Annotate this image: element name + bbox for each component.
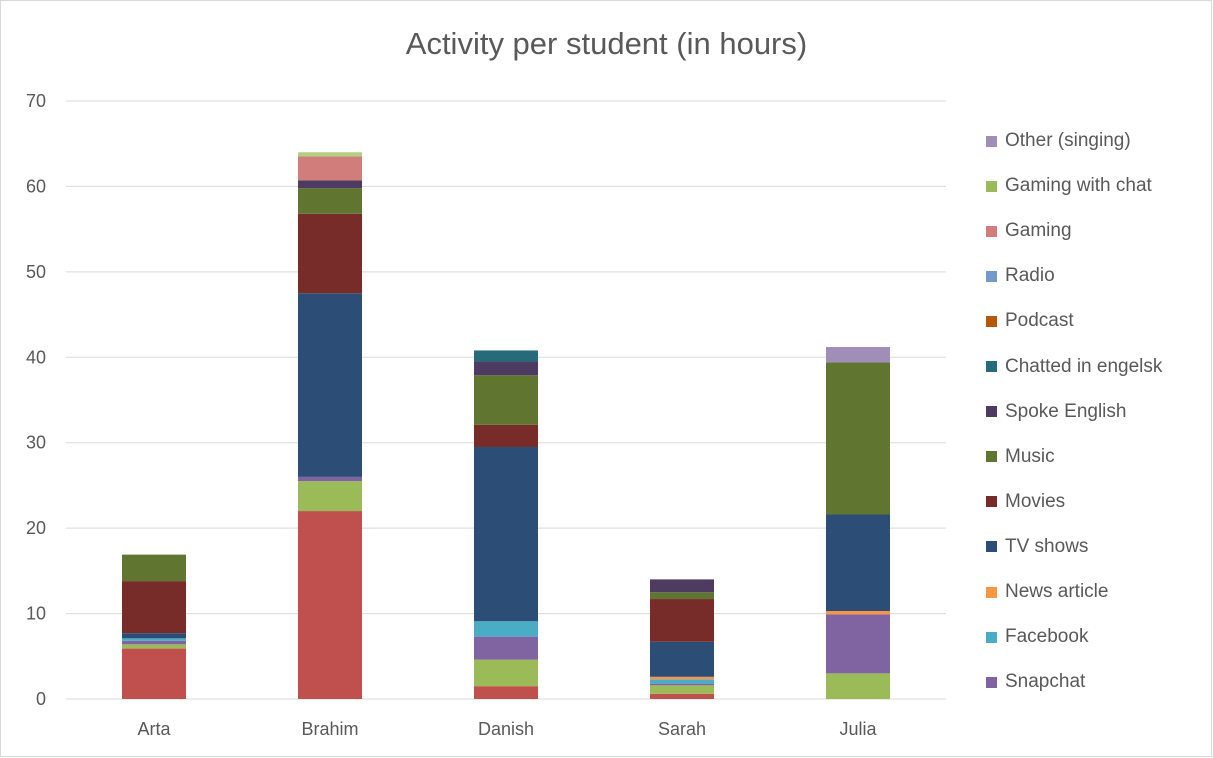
legend-swatch: [986, 496, 997, 508]
legend-label: Music: [1005, 445, 1055, 467]
bar-segment: [826, 614, 890, 674]
bar-segment: [474, 375, 538, 425]
bar-segment: [122, 648, 186, 699]
bar-segment: [474, 361, 538, 376]
legend-label: Snapchat: [1005, 671, 1086, 693]
x-tick-label: Sarah: [658, 719, 706, 739]
bar-segment: [650, 693, 714, 699]
y-tick-label: 60: [26, 176, 46, 196]
legend-label: Radio: [1005, 265, 1055, 287]
x-tick-label: Danish: [478, 719, 534, 739]
y-tick-label: 40: [26, 347, 46, 367]
y-tick-label: 10: [26, 604, 46, 624]
legend-label: Gaming with chat: [1005, 175, 1152, 197]
legend-swatch: [986, 676, 997, 688]
bar-segment: [650, 599, 714, 642]
bar-segment: [298, 180, 362, 189]
legend-label: Gaming: [1005, 220, 1072, 242]
legend-swatch: [986, 451, 997, 463]
chart-title: Activity per student (in hours): [405, 26, 808, 61]
legend-label: Spoke English: [1005, 400, 1127, 422]
y-tick-label: 70: [26, 91, 46, 111]
legend-item: Gaming: [986, 220, 1072, 242]
bar-segment: [826, 362, 890, 515]
y-tick-label: 50: [26, 262, 46, 282]
legend-swatch: [986, 361, 997, 372]
bar-segment: [298, 481, 362, 512]
bar-segment: [474, 621, 538, 637]
bar-segment: [298, 511, 362, 699]
legend-item: TV shows: [986, 536, 1088, 558]
legend-label: TV shows: [1005, 535, 1089, 557]
bar-segment: [122, 638, 186, 641]
bar-segment: [650, 679, 714, 684]
legend-item: Radio: [986, 265, 1055, 287]
bar-segment: [650, 579, 714, 593]
legend-item: Chatted in engelsk: [986, 356, 1162, 378]
legend-swatch: [986, 225, 997, 237]
bar-segment: [826, 611, 890, 615]
x-tick-label: Arta: [137, 719, 171, 739]
legend-label: News article: [1005, 581, 1109, 602]
legend-swatch: [986, 586, 997, 598]
bar-segment: [298, 152, 362, 157]
legend-item: Music: [986, 446, 1055, 468]
legend-label: Podcast: [1005, 310, 1074, 332]
legend-item: Podcast: [986, 310, 1074, 332]
bar-segment: [474, 350, 538, 362]
bar-segment: [650, 592, 714, 600]
legend-swatch: [986, 406, 997, 418]
bar-segment: [298, 293, 362, 477]
bar-segment: [122, 633, 186, 639]
legend-swatch: [986, 270, 997, 282]
legend-item: Facebook: [986, 626, 1088, 648]
y-tick-label: 20: [26, 518, 46, 538]
legend-swatch: [986, 315, 997, 327]
bar-segment: [650, 641, 714, 677]
legend-label: Movies: [1005, 490, 1066, 512]
legend-swatch: [986, 541, 997, 553]
bar-segment: [122, 554, 186, 582]
bar-segment: [298, 188, 362, 214]
bar-segment: [298, 213, 362, 294]
legend-item: Gaming with chat: [986, 175, 1152, 197]
bar-segment: [474, 424, 538, 447]
x-tick-label: Brahim: [301, 719, 358, 739]
bar-segment: [122, 644, 186, 649]
legend-label: Other (singing): [1005, 130, 1131, 151]
bar-segment: [122, 581, 186, 634]
legend-label: Chatted in engelsk: [1005, 355, 1163, 377]
legend-item: Other (singing): [986, 130, 1131, 152]
legend-item: Spoke English: [986, 401, 1126, 423]
bar-segment: [650, 683, 714, 686]
legend-swatch: [986, 180, 997, 192]
legend-item: Snapchat: [986, 671, 1085, 693]
legend-item: Movies: [986, 491, 1065, 513]
legend-item: News article: [986, 581, 1108, 603]
bar-segment: [298, 156, 362, 181]
legend-swatch: [986, 135, 997, 147]
bar-segment: [474, 659, 538, 687]
x-tick-label: Julia: [839, 719, 877, 739]
y-tick-label: 0: [36, 689, 46, 709]
bar-segment: [474, 446, 538, 622]
legend-swatch: [986, 631, 997, 643]
bar-segment: [826, 673, 890, 699]
bar-segment: [122, 640, 186, 645]
bar-segment: [474, 686, 538, 699]
y-tick-label: 30: [26, 433, 46, 453]
bar-segment: [826, 514, 890, 612]
bar-segment: [650, 685, 714, 694]
bar-segment: [650, 676, 714, 680]
bar-segment: [474, 636, 538, 660]
legend-label: Facebook: [1005, 626, 1089, 648]
bar-segment: [826, 347, 890, 363]
bar-segment: [298, 476, 362, 482]
